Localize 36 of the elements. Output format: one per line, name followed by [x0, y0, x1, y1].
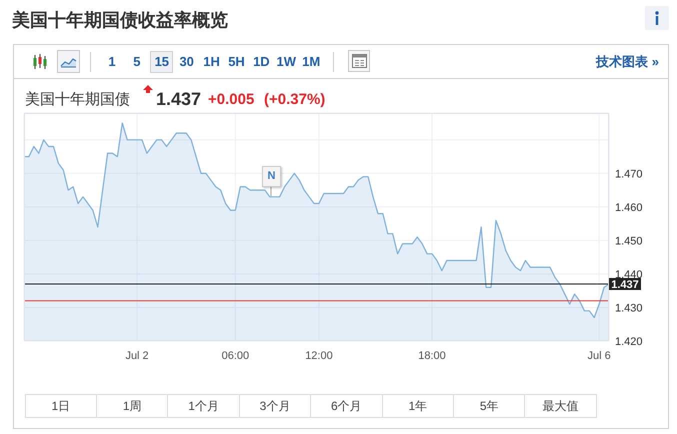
text: 30 — [179, 54, 194, 70]
text: 6个月 — [310, 394, 383, 418]
text: 1M — [302, 54, 320, 70]
text: 1 — [108, 54, 116, 70]
x-tick-label: 12:00 — [305, 350, 333, 362]
y-tick-label: 1.440 — [615, 268, 643, 281]
text: 5H — [228, 54, 245, 70]
y-tick-label: 1.430 — [615, 302, 643, 314]
text: 5 — [133, 54, 141, 70]
x-tick-label: Jul 6 — [588, 350, 611, 362]
text: 1W — [276, 54, 296, 70]
text: +0.005 — [208, 90, 254, 110]
text: (+0.37%) — [264, 90, 326, 110]
y-tick-label: 1.450 — [615, 235, 643, 248]
text: 1个月 — [167, 394, 240, 418]
text: 1日 — [24, 394, 97, 418]
text: 1H — [203, 54, 220, 70]
text: 1.437 — [156, 88, 202, 110]
text: 1年 — [382, 394, 454, 418]
annotation: N — [262, 166, 281, 187]
text: 最大值 — [524, 394, 597, 418]
text: 15 — [154, 54, 170, 70]
x-tick-label: 06:00 — [222, 350, 250, 362]
y-tick-label: 1.420 — [615, 336, 643, 348]
text: 3个月 — [238, 394, 312, 418]
text: 1D — [253, 54, 270, 70]
x-tick-label: Jul 2 — [125, 350, 149, 362]
text: 技术图表 » — [596, 54, 659, 70]
y-tick-label: 1.470 — [615, 168, 643, 180]
x-tick-label: 18:00 — [418, 350, 446, 362]
chart-subtitle: 美国十年期国债 — [25, 90, 130, 110]
text: 1周 — [96, 394, 168, 418]
y-tick-label: 1.460 — [615, 202, 643, 214]
text: 5年 — [453, 394, 526, 418]
ref-line-label: 1.437 — [611, 279, 639, 291]
chart-title: 美国十年期国债收益率概览 — [12, 9, 228, 32]
